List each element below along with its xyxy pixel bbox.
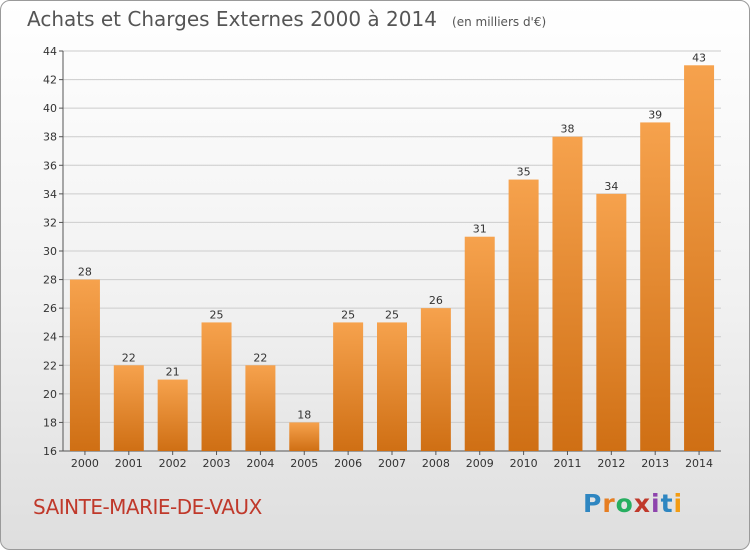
- bar-value-label: 34: [604, 180, 618, 193]
- logo-letter: P: [583, 489, 603, 518]
- bar-value-label: 22: [122, 351, 136, 364]
- x-axis-ticks: 2000 2001 2002 2003 2004 2005 2006 2007 2008 2009…: [71, 451, 713, 470]
- x-tick-label: 2003: [203, 457, 231, 470]
- bar: [596, 193, 627, 451]
- bar-value-label: 43: [692, 51, 706, 64]
- bar: [640, 122, 671, 451]
- y-tick-label: 20: [43, 388, 57, 401]
- bar-value-label: 25: [210, 308, 224, 321]
- bar: [377, 322, 407, 451]
- bar-value-label: 39: [648, 108, 662, 121]
- bar-value-label: 22: [253, 351, 267, 364]
- bar-value-label: 28: [78, 266, 92, 279]
- bar-value-label: 18: [297, 408, 311, 421]
- y-tick-label: 26: [43, 302, 57, 315]
- bar: [420, 308, 451, 451]
- logo-letter: x: [633, 489, 651, 518]
- y-tick-label: 32: [43, 216, 57, 229]
- x-tick-label: 2006: [334, 457, 362, 470]
- bar: [201, 322, 232, 451]
- x-tick-label: 2005: [290, 457, 318, 470]
- x-tick-label: 2011: [553, 457, 581, 470]
- logo-letter: i: [651, 489, 661, 518]
- bar: [333, 322, 364, 451]
- y-tick-label: 22: [43, 359, 57, 372]
- x-tick-label: 2013: [641, 457, 669, 470]
- bar-value-label: 25: [385, 308, 399, 321]
- x-tick-label: 2007: [378, 457, 406, 470]
- y-tick-label: 30: [43, 245, 57, 258]
- bar: [157, 379, 188, 451]
- logo-letter: i: [673, 489, 684, 518]
- bars: [69, 65, 715, 452]
- bar-value-labels: 28 22 21 25 22 18 25 25 26 31 35 38 34 39 43: [78, 51, 706, 421]
- x-tick-label: 2008: [422, 457, 450, 470]
- y-tick-label: 38: [43, 131, 57, 144]
- x-tick-label: 2012: [597, 457, 625, 470]
- y-axis-ticks: 16 18 20 22 24 26 28 30 32 34 36 38 40 42 44: [43, 45, 63, 458]
- y-tick-label: 40: [43, 102, 57, 115]
- y-tick-label: 18: [43, 416, 57, 429]
- proxiti-logo: Proxiti: [583, 489, 683, 518]
- bar-value-label: 26: [429, 294, 443, 307]
- bar: [113, 365, 144, 451]
- bar: [245, 365, 276, 451]
- bar: [464, 236, 495, 451]
- bar: [289, 422, 320, 451]
- y-tick-label: 34: [43, 188, 57, 201]
- logo-letter: r: [602, 489, 616, 518]
- x-tick-label: 2001: [115, 457, 143, 470]
- y-tick-label: 36: [43, 159, 57, 172]
- x-tick-label: 2009: [466, 457, 494, 470]
- x-tick-label: 2010: [510, 457, 538, 470]
- bar: [508, 179, 539, 452]
- y-tick-label: 44: [43, 45, 57, 58]
- commune-name: SAINTE-MARIE-DE-VAUX: [33, 495, 262, 519]
- chart-unit: (en milliers d'€): [452, 15, 547, 29]
- x-tick-label: 2014: [685, 457, 713, 470]
- y-tick-label: 42: [43, 74, 57, 87]
- y-tick-label: 16: [43, 445, 57, 458]
- x-tick-label: 2004: [246, 457, 274, 470]
- title-row: Achats et Charges Externes 2000 à 2014 (…: [27, 7, 546, 31]
- x-tick-label: 2000: [71, 457, 99, 470]
- x-tick-label: 2002: [159, 457, 187, 470]
- bar: [684, 65, 715, 452]
- chart-title: Achats et Charges Externes 2000 à 2014: [27, 7, 437, 31]
- bar: [552, 136, 583, 451]
- bar: [69, 279, 100, 451]
- logo-letter: t: [660, 489, 674, 518]
- logo-letter: o: [615, 489, 634, 518]
- bar-value-label: 35: [517, 166, 531, 179]
- bar-value-label: 21: [166, 366, 180, 379]
- bar-value-label: 31: [473, 223, 487, 236]
- bar-value-label: 25: [341, 308, 355, 321]
- y-tick-label: 24: [43, 331, 57, 344]
- bar-value-label: 38: [560, 123, 574, 136]
- y-tick-label: 28: [43, 274, 57, 287]
